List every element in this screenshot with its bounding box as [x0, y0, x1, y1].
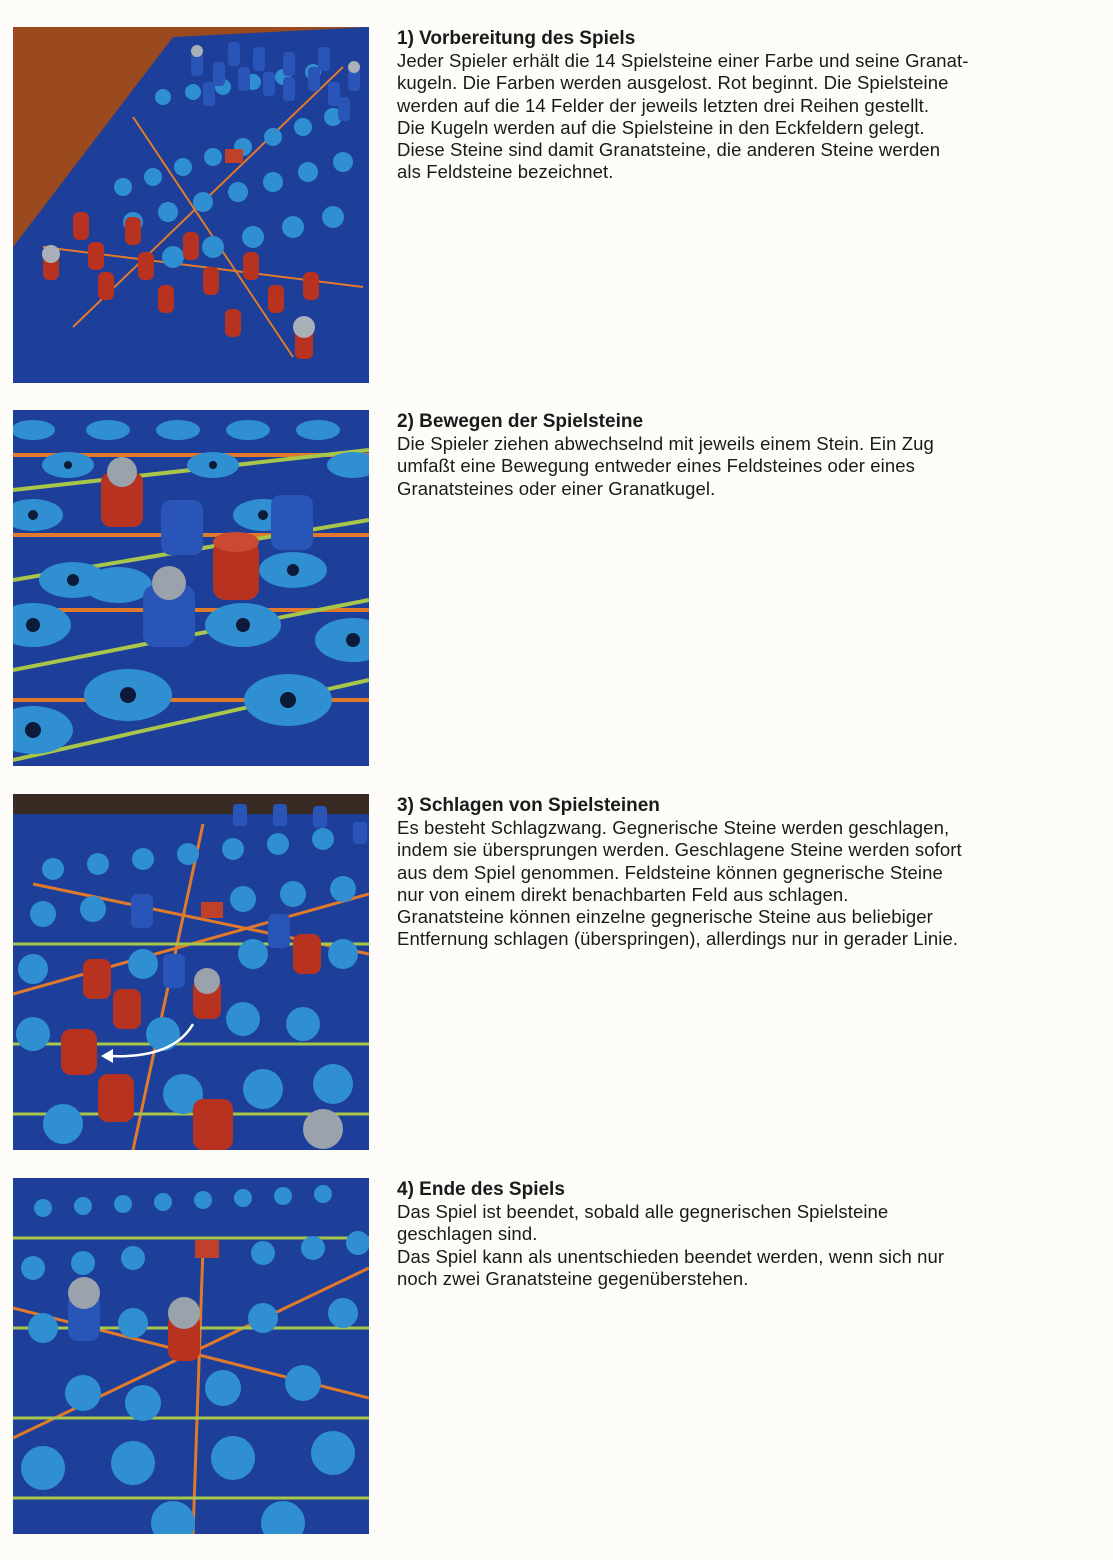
board-end-image: [13, 1178, 369, 1534]
section-body: Es besteht Schlagzwang. Gegnerische Stei…: [397, 817, 962, 950]
section-capturing: 3) Schlagen von Spielsteinen Es besteht …: [0, 792, 1113, 1152]
section-title: 1) Vorbereitung des Spiels: [397, 28, 636, 49]
section-title: 4) Ende des Spiels: [397, 1179, 565, 1200]
board-setup-image: [13, 27, 369, 383]
board-end-photo: [13, 1178, 369, 1534]
section-preparation: 1) Vorbereitung des Spiels Jeder Spieler…: [0, 25, 1113, 385]
section-title: 3) Schlagen von Spielsteinen: [397, 795, 660, 816]
board-movement-photo: [13, 410, 369, 766]
section-body: Jeder Spieler erhält die 14 Spielsteine …: [397, 50, 969, 183]
section-body: Die Spieler ziehen abwechselnd mit jewei…: [397, 433, 934, 499]
section-end: 4) Ende des Spiels Das Spiel ist beendet…: [0, 1176, 1113, 1536]
board-capture-photo: [13, 794, 369, 1150]
board-setup-photo: [13, 27, 369, 383]
section-title: 2) Bewegen der Spielsteine: [397, 411, 644, 432]
section-body: Das Spiel ist beendet, sobald alle gegne…: [397, 1201, 945, 1289]
board-movement-image: [13, 410, 369, 766]
section-movement: 2) Bewegen der Spielsteine Die Spieler z…: [0, 408, 1113, 768]
board-capture-image: [13, 794, 369, 1150]
